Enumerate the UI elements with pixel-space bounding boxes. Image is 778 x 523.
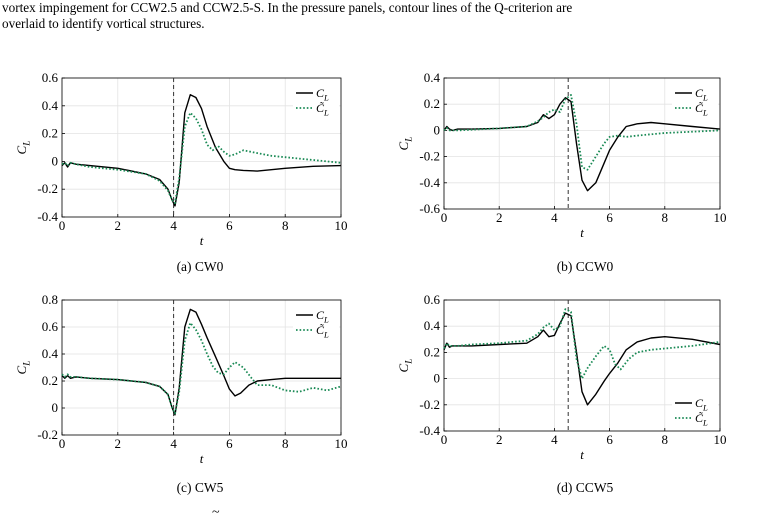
x-tick-label: 6 — [606, 432, 613, 447]
x-tick-label: 8 — [282, 436, 289, 451]
legend-box — [672, 83, 718, 117]
y-tick-label: -0.4 — [419, 423, 440, 438]
caption-line-1: vortex impingement for CCW2.5 and CCW2.5… — [2, 0, 573, 15]
x-tick-label: 0 — [59, 436, 66, 451]
y-tick-label: 0.6 — [42, 70, 59, 85]
y-tick-label: 0.2 — [424, 344, 440, 359]
x-tick-label: 10 — [714, 210, 727, 225]
legend-box — [293, 305, 339, 339]
y-tick-label: 0.2 — [42, 126, 58, 141]
y-tick-label: -0.4 — [37, 209, 58, 224]
legend-label-cl-tilde: C̃L — [695, 101, 708, 117]
y-tick-label: 0 — [434, 122, 441, 137]
plot-frame — [443, 299, 721, 432]
legend-label-cl: CL — [695, 86, 708, 102]
subfigure-caption: (d) CCW5 — [557, 480, 614, 495]
series-cl-tilde-line — [443, 94, 721, 171]
legend-label-cl: CL — [316, 86, 329, 102]
x-tick-label: 2 — [115, 436, 122, 451]
y-tick-label: 0 — [434, 371, 441, 386]
series-cl-line — [443, 97, 721, 192]
y-tick-label: 0.2 — [42, 373, 58, 388]
plot-frame — [61, 77, 342, 218]
x-tick-label: 0 — [441, 210, 448, 225]
plot-frame — [443, 77, 721, 210]
legend-label-cl-tilde: C̃L — [316, 101, 329, 117]
y-tick-label: -0.2 — [37, 427, 58, 442]
subfigure-caption: (b) CCW0 — [557, 259, 614, 274]
series-cl-tilde-line — [443, 308, 721, 380]
y-tick-label: 0.4 — [42, 98, 59, 113]
y-axis-label: CL — [14, 141, 33, 155]
y-tick-label: 0.6 — [424, 292, 441, 307]
x-tick-label: 2 — [496, 210, 503, 225]
x-tick-label: 10 — [335, 436, 348, 451]
legend: CLC̃L — [672, 393, 718, 427]
x-axis-label: t — [580, 447, 584, 462]
y-tick-label: 0.6 — [42, 319, 59, 334]
y-axis-label: CL — [396, 137, 415, 151]
x-tick-label: 10 — [335, 218, 348, 233]
x-tick-label: 8 — [282, 218, 289, 233]
x-axis-label: t — [200, 233, 204, 248]
y-tick-label: 0.8 — [42, 292, 58, 307]
y-tick-label: -0.2 — [419, 397, 440, 412]
legend-label-cl-tilde: C̃L — [695, 411, 708, 427]
y-tick-label: 0.4 — [424, 318, 441, 333]
y-axis-label: CL — [14, 361, 33, 375]
legend: CLC̃L — [293, 83, 339, 117]
series-cl-line — [61, 94, 342, 207]
x-tick-label: 4 — [551, 210, 558, 225]
caption-line-2: overlaid to identify vortical structures… — [2, 15, 205, 31]
legend-label-cl: CL — [316, 308, 329, 324]
legend-label-cl-tilde: C̃L — [316, 323, 329, 339]
cut-off-caption-fragment: ~ — [212, 505, 220, 520]
x-tick-label: 0 — [441, 432, 448, 447]
y-tick-label: 0 — [52, 400, 59, 415]
y-tick-label: -0.2 — [419, 149, 440, 164]
x-tick-label: 2 — [115, 218, 122, 233]
y-tick-label: 0 — [52, 153, 59, 168]
x-tick-label: 2 — [496, 432, 503, 447]
y-tick-label: -0.2 — [37, 181, 58, 196]
y-tick-label: -0.6 — [419, 201, 440, 216]
plot-frame — [61, 299, 342, 436]
x-tick-label: 4 — [170, 436, 177, 451]
subfigure-caption: (c) CW5 — [177, 480, 224, 495]
x-tick-label: 10 — [714, 432, 727, 447]
x-tick-label: 6 — [226, 218, 233, 233]
y-tick-label: 0.2 — [424, 96, 440, 111]
x-axis-label: t — [580, 225, 584, 240]
x-tick-label: 8 — [662, 432, 669, 447]
x-axis-label: t — [200, 451, 204, 466]
legend-box — [672, 393, 718, 427]
y-tick-label: -0.4 — [419, 175, 440, 190]
x-tick-label: 4 — [551, 432, 558, 447]
x-tick-label: 6 — [226, 436, 233, 451]
figure-caption: vortex impingement for CCW2.5 and CCW2.5… — [2, 0, 774, 31]
x-tick-label: 8 — [662, 210, 669, 225]
y-tick-label: 0.4 — [42, 346, 59, 361]
x-tick-label: 4 — [170, 218, 177, 233]
series-cl-tilde-line — [61, 322, 342, 415]
legend: CLC̃L — [293, 305, 339, 339]
series-cl-tilde-line — [61, 111, 342, 204]
legend: CLC̃L — [672, 83, 718, 117]
subfigure-caption: (a) CW0 — [177, 259, 224, 274]
y-tick-label: 0.4 — [424, 70, 441, 85]
x-tick-label: 0 — [59, 218, 66, 233]
legend-label-cl: CL — [695, 396, 708, 412]
y-axis-label: CL — [396, 359, 415, 373]
legend-box — [293, 83, 339, 117]
series-cl-line — [443, 312, 721, 406]
x-tick-label: 6 — [606, 210, 613, 225]
